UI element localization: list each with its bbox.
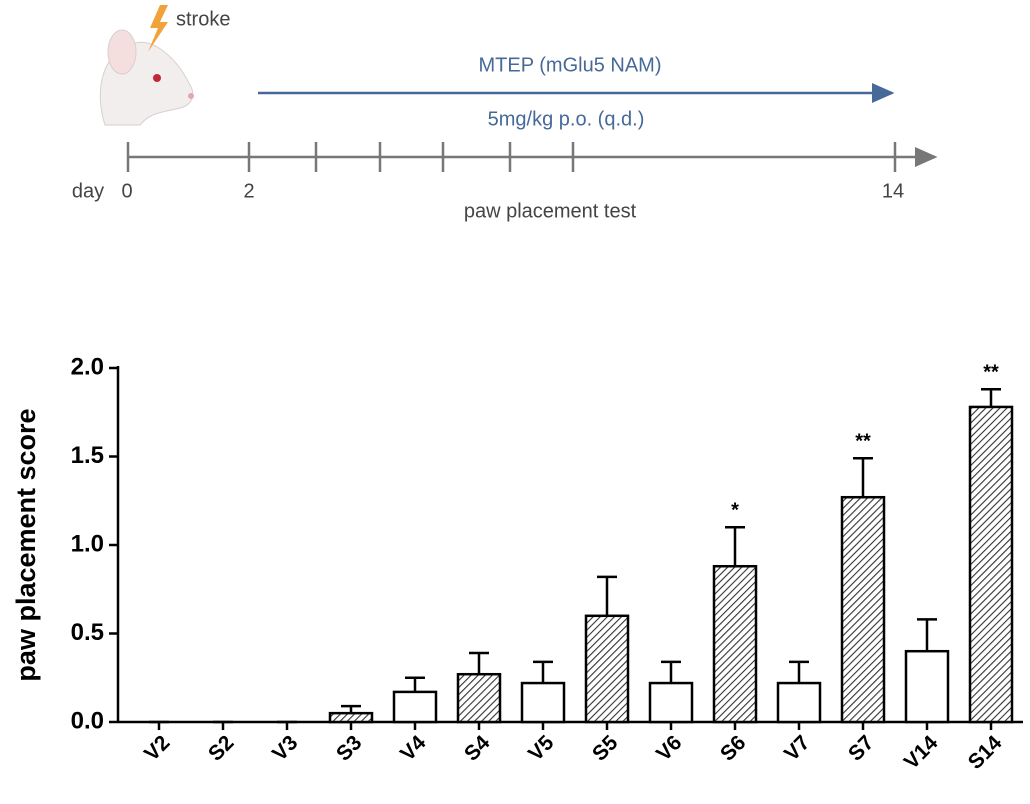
bar [840, 495, 886, 724]
bar [968, 405, 1014, 724]
y-tick-label: 1.0 [71, 530, 104, 557]
significance-label: ** [855, 431, 871, 453]
y-axis-label: paw placement score [11, 408, 41, 681]
y-tick-label: 0.0 [71, 707, 104, 734]
x-tick-label: V3 [268, 731, 302, 765]
bar [392, 690, 438, 724]
x-tick-label: S5 [588, 731, 623, 766]
x-tick-label: V6 [652, 731, 686, 765]
day-tick: 14 [882, 180, 904, 202]
significance-label: ** [983, 362, 999, 384]
bar [712, 564, 758, 724]
bar [520, 681, 566, 724]
day-tick: 2 [243, 180, 254, 202]
bar [648, 681, 694, 724]
x-tick-label: S3 [332, 731, 366, 765]
x-tick-label: V7 [780, 731, 814, 765]
x-tick-label: V4 [396, 731, 431, 766]
stroke-label: stroke [176, 8, 230, 30]
significance-label: * [731, 500, 739, 522]
x-tick-label: V5 [524, 731, 559, 766]
bar [776, 681, 822, 724]
dose-label: 5mg/kg p.o. (q.d.) [488, 108, 645, 130]
bar [904, 649, 950, 724]
x-tick-label: S14 [964, 731, 1007, 774]
timeline [126, 142, 938, 172]
bar [328, 711, 374, 724]
y-tick-label: 0.5 [71, 619, 104, 646]
day-tick: 0 [121, 180, 132, 202]
bar [584, 614, 630, 724]
day-label: day [72, 180, 104, 202]
x-tick-label: S6 [716, 731, 750, 765]
test-label: paw placement test [464, 200, 637, 222]
y-tick-label: 1.5 [71, 442, 104, 469]
bar [456, 672, 502, 724]
x-tick-label: V14 [900, 731, 943, 774]
x-tick-label: S7 [844, 731, 878, 765]
lightning-icon [148, 5, 168, 52]
rat-icon [99, 29, 194, 126]
y-tick-label: 2.0 [71, 353, 104, 380]
treatment-label: MTEP (mGlu5 NAM) [479, 54, 662, 76]
x-tick-label: S4 [460, 731, 495, 766]
x-tick-label: S2 [204, 731, 238, 765]
x-tick-label: V2 [140, 731, 174, 765]
